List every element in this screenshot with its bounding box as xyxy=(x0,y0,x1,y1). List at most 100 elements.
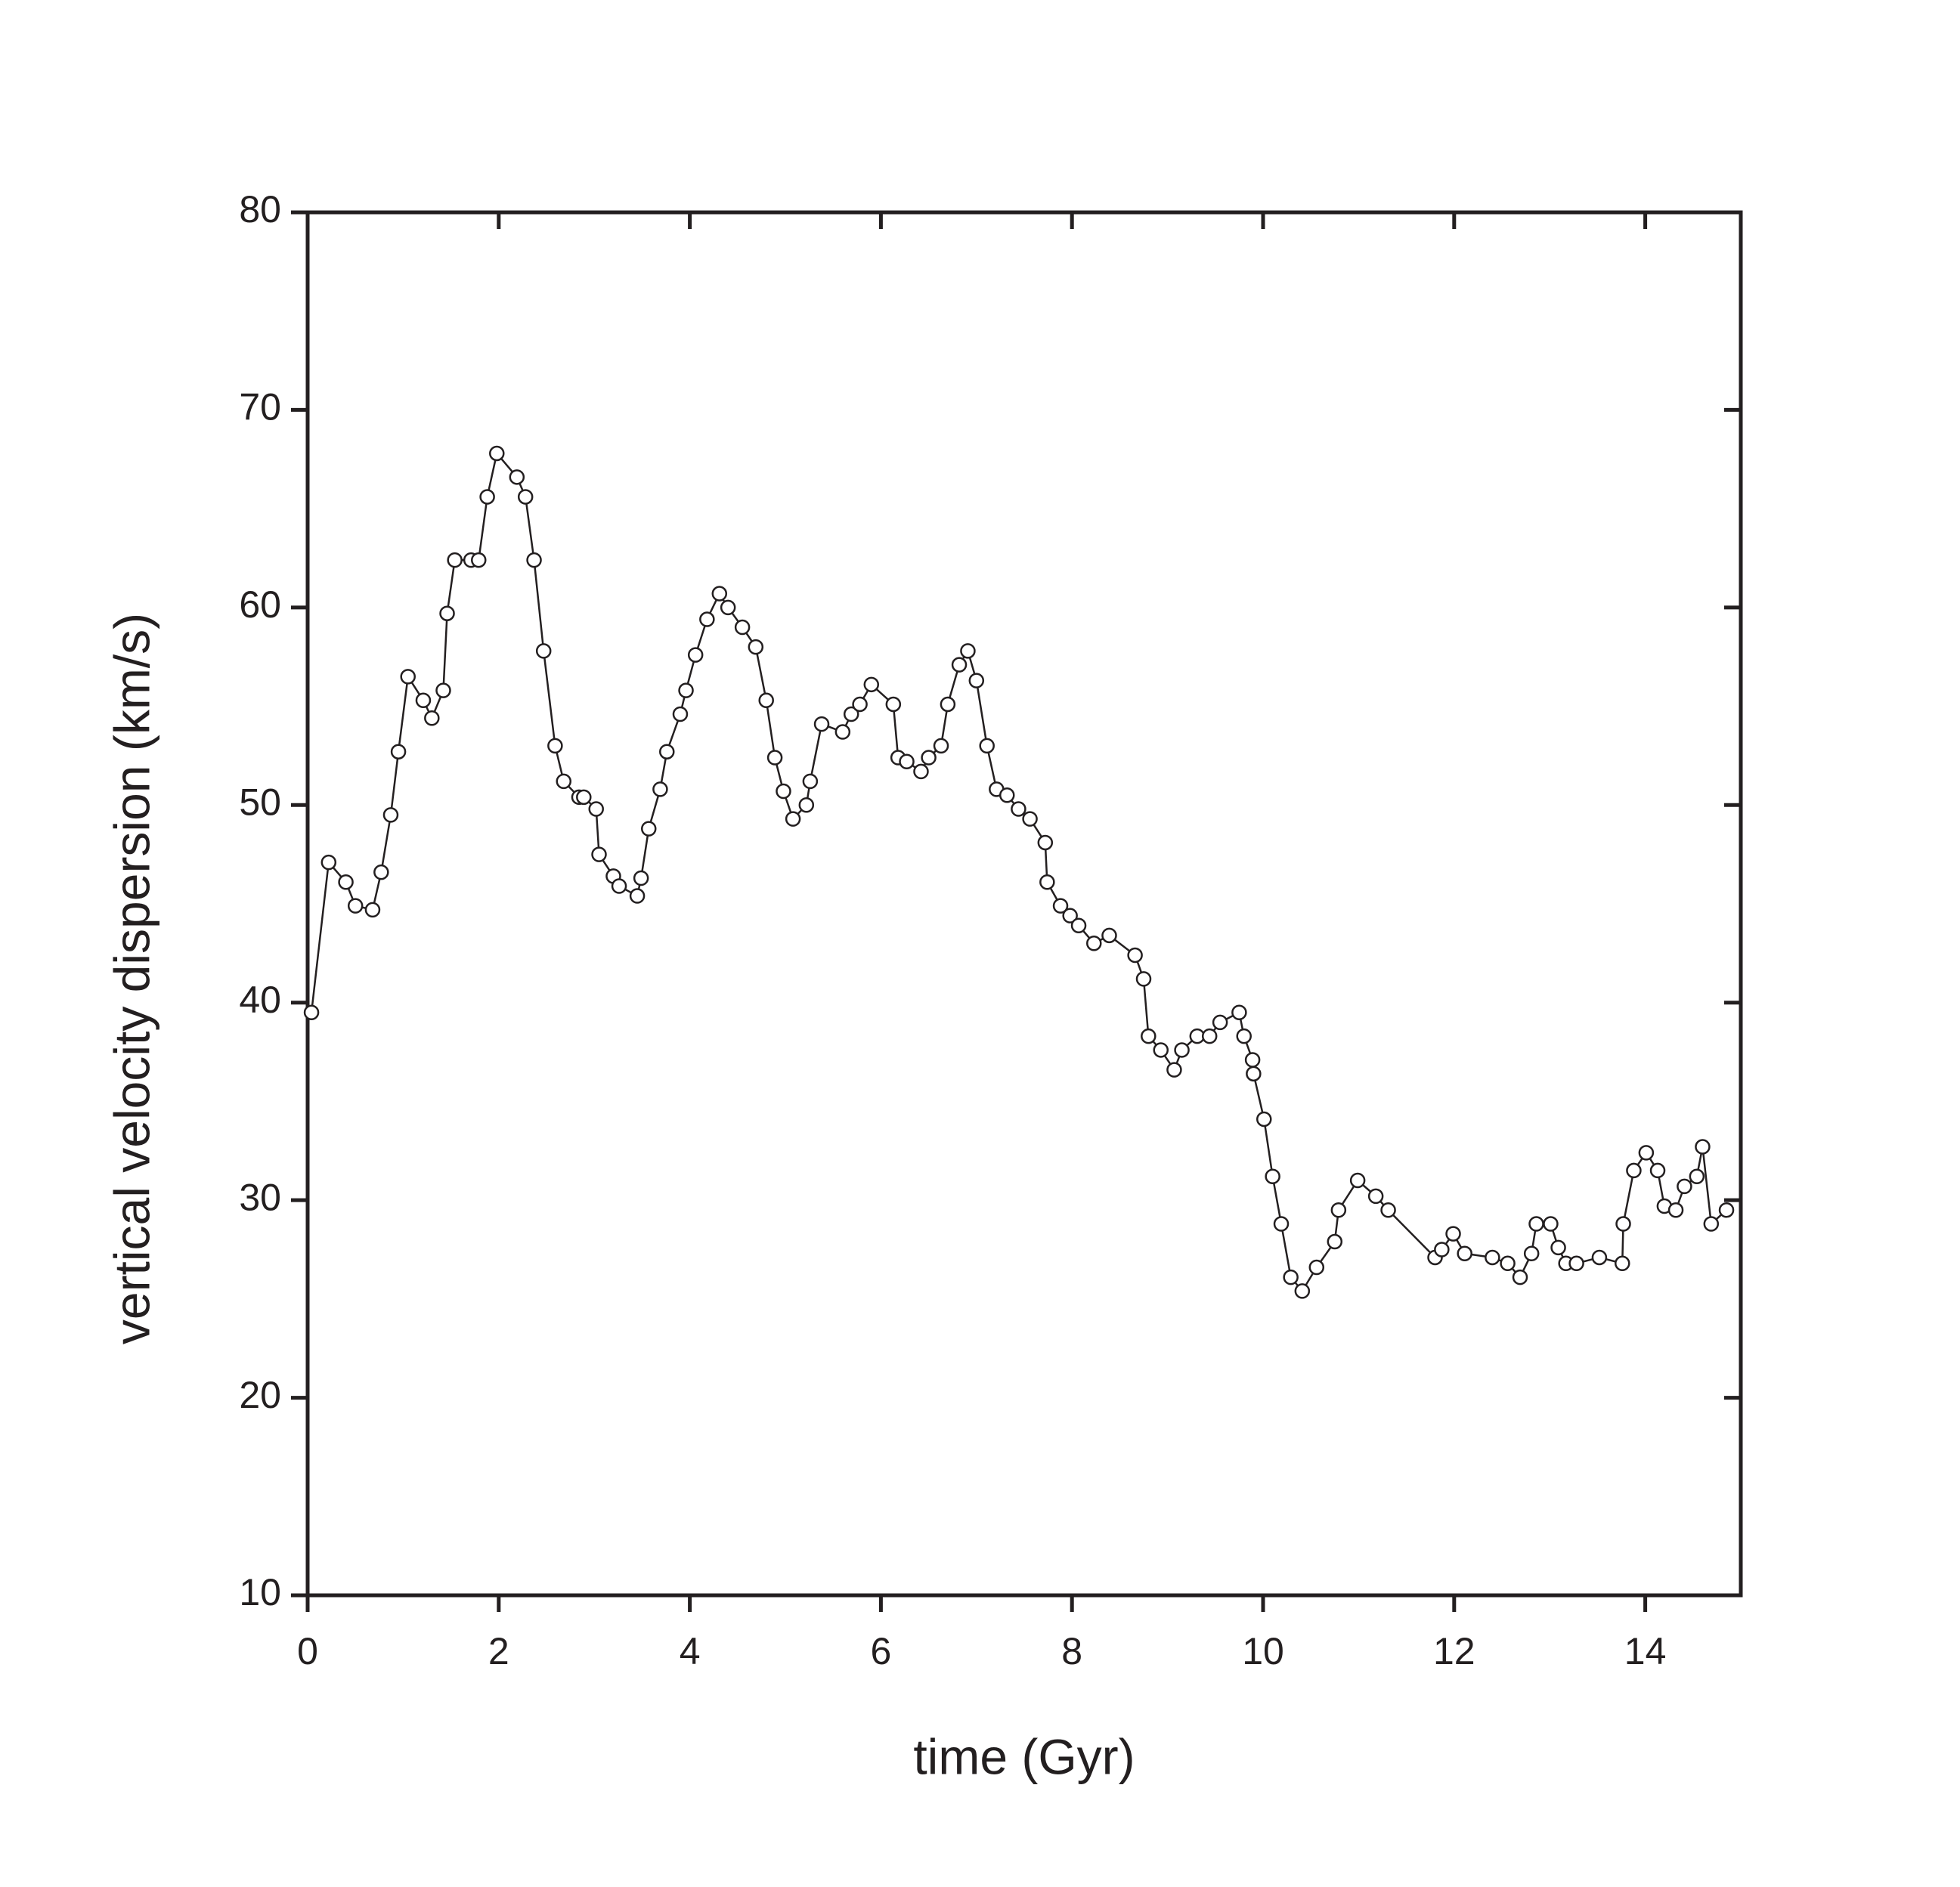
x-tick-label: 14 xyxy=(1624,1630,1667,1672)
data-point xyxy=(1543,1216,1559,1232)
data-point xyxy=(672,706,689,722)
data-point xyxy=(1568,1255,1584,1272)
data-point xyxy=(758,692,774,708)
y-tick-label: 30 xyxy=(239,1176,281,1218)
data-point xyxy=(373,864,389,880)
data-point xyxy=(720,599,736,616)
data-point xyxy=(1380,1202,1396,1218)
data-point xyxy=(435,682,451,698)
data-point xyxy=(439,605,455,621)
data-point xyxy=(940,696,956,713)
x-tick-label: 0 xyxy=(297,1630,318,1672)
data-point xyxy=(479,489,495,505)
data-point xyxy=(382,807,399,823)
data-point xyxy=(1330,1202,1347,1218)
data-point xyxy=(1153,1042,1169,1058)
y-tick-label: 10 xyxy=(239,1571,281,1613)
data-point xyxy=(556,773,572,790)
x-tick-label: 6 xyxy=(870,1630,891,1672)
y-tick-label: 20 xyxy=(239,1374,281,1416)
data-point xyxy=(1135,971,1152,987)
data-point xyxy=(489,445,505,462)
data-point xyxy=(547,738,563,754)
data-point xyxy=(1039,874,1055,890)
x-tick-label: 12 xyxy=(1433,1630,1475,1672)
data-point xyxy=(652,781,668,797)
data-point xyxy=(591,846,607,862)
data-point xyxy=(834,724,851,740)
data-point xyxy=(1615,1255,1630,1272)
data-point xyxy=(1667,1202,1684,1218)
data-point xyxy=(1273,1216,1290,1232)
data-point xyxy=(863,676,880,693)
y-tick-label: 70 xyxy=(239,386,281,428)
data-point xyxy=(303,1004,320,1021)
data-point xyxy=(447,552,463,568)
data-point xyxy=(1528,1216,1544,1232)
data-point xyxy=(678,682,694,698)
data-point xyxy=(659,744,675,759)
data-point xyxy=(1615,1216,1631,1232)
data-point xyxy=(1523,1245,1540,1261)
data-point xyxy=(1434,1242,1450,1257)
data-point xyxy=(415,692,432,708)
data-point xyxy=(1718,1202,1735,1218)
data-point xyxy=(509,469,525,485)
data-point xyxy=(1166,1062,1182,1078)
data-point xyxy=(852,696,868,713)
data-point xyxy=(843,706,859,722)
data-point xyxy=(1457,1245,1472,1261)
data-point xyxy=(1695,1139,1711,1155)
data-point xyxy=(1294,1283,1311,1299)
data-point xyxy=(1327,1233,1343,1250)
data-point xyxy=(1011,801,1026,817)
data-point xyxy=(968,673,985,688)
data-point xyxy=(1236,1028,1252,1044)
data-point xyxy=(1265,1168,1280,1185)
data-point xyxy=(813,716,830,732)
data-point xyxy=(1201,1028,1218,1044)
data-point xyxy=(960,643,976,659)
data-point xyxy=(640,821,657,837)
y-tick-label: 50 xyxy=(239,781,281,823)
data-point xyxy=(1308,1259,1325,1276)
data-point xyxy=(1445,1226,1461,1242)
x-axis-title: time (Gyr) xyxy=(913,1728,1135,1784)
data-point xyxy=(535,643,552,659)
y-tick-label: 80 xyxy=(239,188,281,230)
data-point xyxy=(734,619,751,636)
data-point xyxy=(611,878,627,894)
data-point xyxy=(1677,1178,1692,1195)
y-tick-label: 60 xyxy=(239,583,281,626)
data-point xyxy=(687,647,704,663)
data-point xyxy=(1174,1042,1190,1058)
plot-frame xyxy=(305,210,1743,1598)
data-point xyxy=(424,710,440,726)
data-point xyxy=(798,797,815,813)
data-point xyxy=(1367,1188,1384,1205)
data-point xyxy=(1485,1249,1500,1266)
data-point xyxy=(364,902,381,918)
data-point xyxy=(1649,1162,1666,1179)
data-point xyxy=(1231,1004,1247,1021)
data-point xyxy=(1246,1066,1262,1082)
data-point xyxy=(1037,834,1054,851)
data-point xyxy=(1256,1111,1272,1128)
data-point xyxy=(1512,1269,1528,1285)
data-point xyxy=(979,738,995,754)
x-tick-label: 2 xyxy=(488,1630,509,1672)
data-point xyxy=(1052,898,1069,914)
data-point xyxy=(1086,936,1102,951)
data-point xyxy=(885,696,902,713)
data-point xyxy=(1349,1172,1366,1189)
data-point xyxy=(1689,1168,1705,1185)
data-point xyxy=(1500,1255,1516,1272)
data-point xyxy=(1062,908,1078,923)
data-point xyxy=(1550,1239,1566,1256)
data-point xyxy=(933,738,949,754)
data-point xyxy=(1212,1014,1228,1031)
data-point xyxy=(347,898,364,914)
data-point xyxy=(517,489,534,505)
data-point xyxy=(1626,1162,1642,1179)
